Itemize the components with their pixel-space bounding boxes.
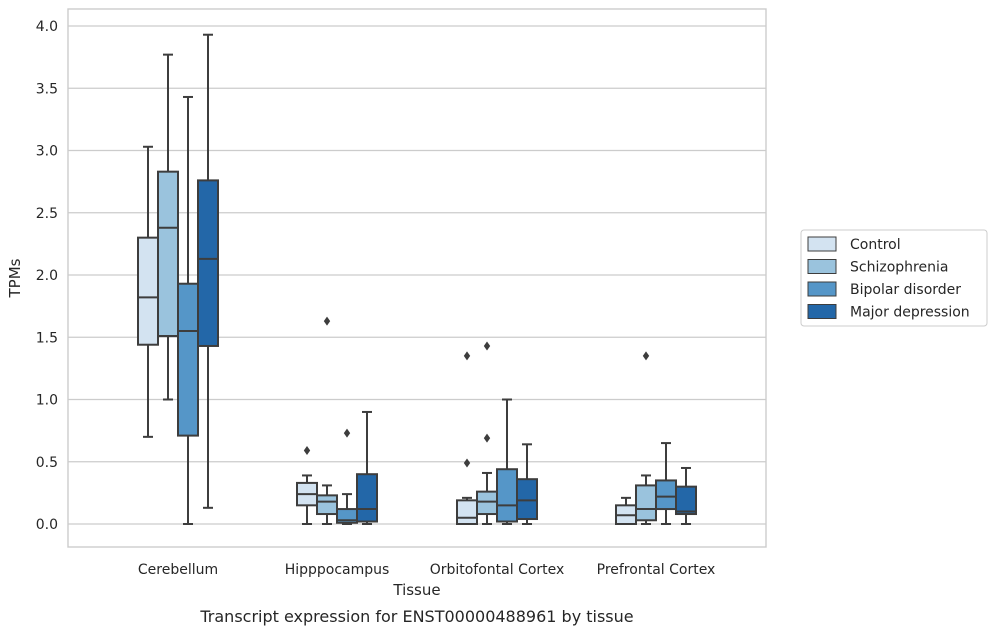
y-tick-label: 4.0 xyxy=(36,19,58,35)
outlier-point xyxy=(483,341,491,351)
box-control-2 xyxy=(296,446,318,525)
box-iqr xyxy=(157,170,179,338)
x-tick-label: Cerebellum xyxy=(138,562,218,578)
outlier-point xyxy=(323,316,331,326)
chart-title: Transcript expression for ENST0000048896… xyxy=(199,607,633,626)
legend-label: Schizophrenia xyxy=(850,260,948,276)
legend-label: Major depression xyxy=(850,305,970,321)
legend: Control Schizophrenia Bipolar disorder Majo… xyxy=(800,229,988,327)
box-iqr xyxy=(655,479,677,511)
box-schizophrenia-1 xyxy=(157,53,179,401)
box-major-depression-1 xyxy=(197,33,219,509)
y-tick-label: 3.0 xyxy=(36,144,58,160)
box-schizophrenia-2 xyxy=(316,316,338,525)
y-axis-label: TPMs xyxy=(6,258,24,298)
outlier-point xyxy=(463,351,471,361)
box-iqr xyxy=(496,468,518,523)
y-tick-label: 1.0 xyxy=(36,393,58,409)
legend-swatch xyxy=(807,281,837,297)
y-tick-label: 3.5 xyxy=(36,81,58,97)
box-bipolar-disorder-2 xyxy=(336,428,358,525)
outlier-point xyxy=(642,351,650,361)
y-tick-label: 2.0 xyxy=(36,268,58,284)
box-iqr xyxy=(476,490,498,516)
box-iqr xyxy=(516,478,538,521)
x-axis-label: Tissue xyxy=(392,581,440,599)
box-iqr xyxy=(137,236,159,346)
legend-label: Bipolar disorder xyxy=(850,282,961,298)
box-bipolar-disorder-1 xyxy=(177,95,199,525)
x-tick-labels: Cerebellum Hipppocampus Orbitofontal Corte… xyxy=(138,562,715,578)
box-iqr xyxy=(635,484,657,522)
box-iqr xyxy=(197,179,219,347)
box-bipolar-disorder-4 xyxy=(655,442,677,525)
legend-swatch xyxy=(807,259,837,274)
outlier-point xyxy=(483,433,491,443)
plot-frame xyxy=(67,8,767,548)
x-tick-label: Orbitofontal Cortex xyxy=(430,562,565,578)
outlier-point xyxy=(463,458,471,468)
box-control-3 xyxy=(456,351,478,526)
x-tick-label: Hipppocampus xyxy=(285,562,390,578)
box-iqr xyxy=(356,473,378,523)
box-iqr xyxy=(177,282,199,437)
box-control-4 xyxy=(615,496,637,526)
box-iqr xyxy=(316,494,338,516)
box-schizophrenia-4 xyxy=(635,351,657,525)
legend-frame xyxy=(800,229,988,327)
box-control-1 xyxy=(137,145,159,438)
y-tick-label: 0.0 xyxy=(36,517,58,533)
legend-swatch xyxy=(807,236,837,252)
legend-swatch xyxy=(807,304,837,319)
legend-label: Control xyxy=(850,237,901,253)
x-tick-label: Prefrontal Cortex xyxy=(597,562,716,578)
box-major-depression-2 xyxy=(356,410,378,525)
outlier-point xyxy=(343,428,351,438)
y-tick-label: 2.5 xyxy=(36,206,58,222)
outlier-point xyxy=(303,446,311,456)
y-tick-label: 1.5 xyxy=(36,330,58,346)
box-iqr xyxy=(675,485,697,516)
y-tick-label: 0.5 xyxy=(36,455,58,471)
box-groups xyxy=(137,33,697,526)
box-iqr xyxy=(456,499,478,526)
y-tick-labels: 0.0 0.5 1.0 1.5 2.0 2.5 3.0 3.5 4.0 xyxy=(36,19,58,533)
box-schizophrenia-3 xyxy=(476,341,498,525)
box-major-depression-3 xyxy=(516,443,538,525)
box-major-depression-4 xyxy=(675,466,697,525)
